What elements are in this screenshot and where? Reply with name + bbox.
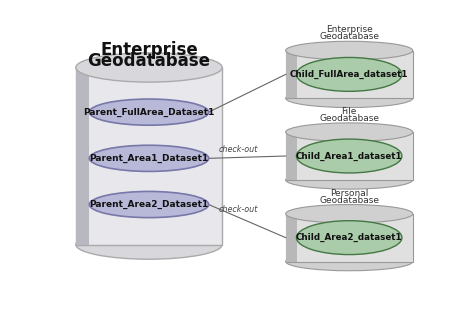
Ellipse shape: [286, 89, 413, 108]
Text: Geodatabase: Geodatabase: [319, 114, 379, 123]
Text: Child_Area2_dataset1: Child_Area2_dataset1: [296, 233, 402, 242]
Ellipse shape: [286, 171, 413, 189]
Ellipse shape: [89, 145, 209, 171]
Ellipse shape: [89, 99, 209, 125]
Ellipse shape: [296, 221, 402, 255]
Text: Enterprise: Enterprise: [326, 25, 373, 34]
Text: Personal: Personal: [330, 188, 368, 197]
FancyBboxPatch shape: [286, 51, 413, 98]
Ellipse shape: [286, 205, 413, 223]
Ellipse shape: [76, 53, 222, 82]
Text: Parent_Area1_Dataset1: Parent_Area1_Dataset1: [90, 154, 209, 163]
Text: check-out: check-out: [218, 145, 257, 154]
Ellipse shape: [296, 139, 402, 173]
FancyBboxPatch shape: [286, 214, 297, 261]
Text: Enterprise: Enterprise: [100, 41, 198, 59]
Ellipse shape: [76, 230, 222, 259]
FancyBboxPatch shape: [286, 51, 297, 98]
Ellipse shape: [286, 252, 413, 271]
Text: Child_Area1_dataset1: Child_Area1_dataset1: [296, 151, 402, 161]
Text: Geodatabase: Geodatabase: [319, 32, 379, 41]
FancyBboxPatch shape: [286, 214, 413, 261]
Text: check-out: check-out: [218, 205, 257, 214]
Ellipse shape: [286, 123, 413, 141]
Ellipse shape: [286, 41, 413, 60]
Text: Parent_FullArea_Dataset1: Parent_FullArea_Dataset1: [83, 108, 215, 117]
FancyBboxPatch shape: [286, 132, 297, 180]
FancyBboxPatch shape: [76, 67, 89, 245]
Ellipse shape: [89, 192, 209, 218]
Text: Parent_Area2_Dataset1: Parent_Area2_Dataset1: [90, 200, 209, 209]
FancyBboxPatch shape: [76, 67, 222, 245]
FancyBboxPatch shape: [286, 132, 413, 180]
Text: File: File: [341, 107, 357, 116]
Ellipse shape: [296, 57, 402, 91]
Text: Geodatabase: Geodatabase: [88, 52, 210, 70]
Text: Geodatabase: Geodatabase: [319, 196, 379, 205]
Text: Child_FullArea_dataset1: Child_FullArea_dataset1: [290, 70, 409, 79]
